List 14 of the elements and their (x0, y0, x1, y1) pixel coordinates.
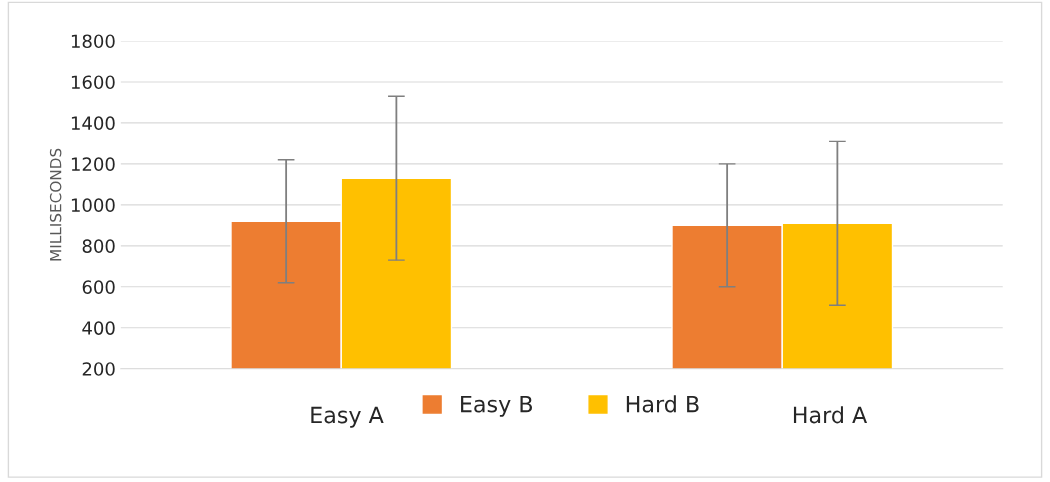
y-tick-label: 200 (82, 362, 115, 376)
text: Easy A (311, 406, 384, 428)
y-tick-label: 800 (82, 239, 115, 253)
y-tick-label: 400 (82, 321, 115, 335)
y-tick-label: 1000 (71, 198, 115, 212)
legend-label: Hard B (626, 395, 699, 413)
y-tick-label: 1800 (71, 34, 115, 49)
y-tick-label: 1400 (71, 116, 115, 131)
y-tick-label: 1200 (71, 157, 115, 171)
y-tick-label: 1600 (71, 75, 115, 90)
y-tick-label: 600 (82, 280, 115, 294)
legend-label: Easy B (461, 395, 532, 417)
text: Hard A (793, 406, 868, 424)
y-axis-title: MILLISECONDS (49, 148, 62, 261)
